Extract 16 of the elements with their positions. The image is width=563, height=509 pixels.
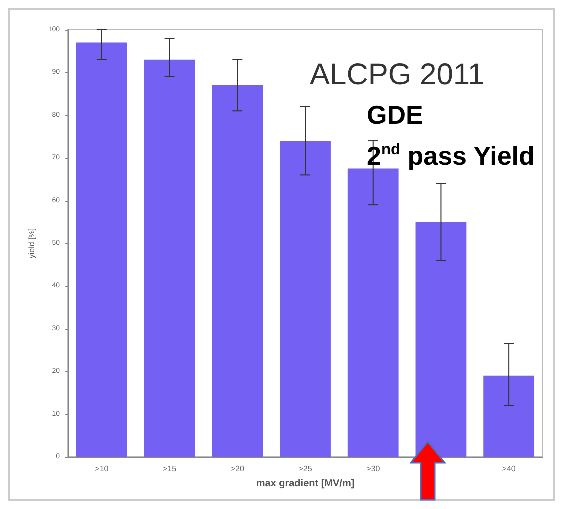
bar bbox=[280, 141, 331, 457]
x-tick-label: >20 bbox=[230, 464, 245, 474]
x-tick-label: >30 bbox=[366, 464, 381, 474]
bar bbox=[144, 60, 196, 457]
bar bbox=[348, 168, 399, 457]
bar bbox=[484, 376, 535, 457]
x-tick-label: >15 bbox=[162, 464, 178, 474]
x-axis-title: max gradient [MV/m] bbox=[256, 478, 355, 490]
bar bbox=[76, 42, 128, 457]
x-tick-label: >10 bbox=[95, 464, 110, 474]
x-tick-label: >25 bbox=[298, 464, 313, 474]
annotation: GDE bbox=[367, 100, 424, 130]
x-tick-label: >40 bbox=[502, 464, 516, 474]
y-axis-title: yield [%] bbox=[28, 228, 36, 259]
bar bbox=[212, 86, 264, 457]
annotation: ALCPG 2011 bbox=[310, 58, 485, 92]
